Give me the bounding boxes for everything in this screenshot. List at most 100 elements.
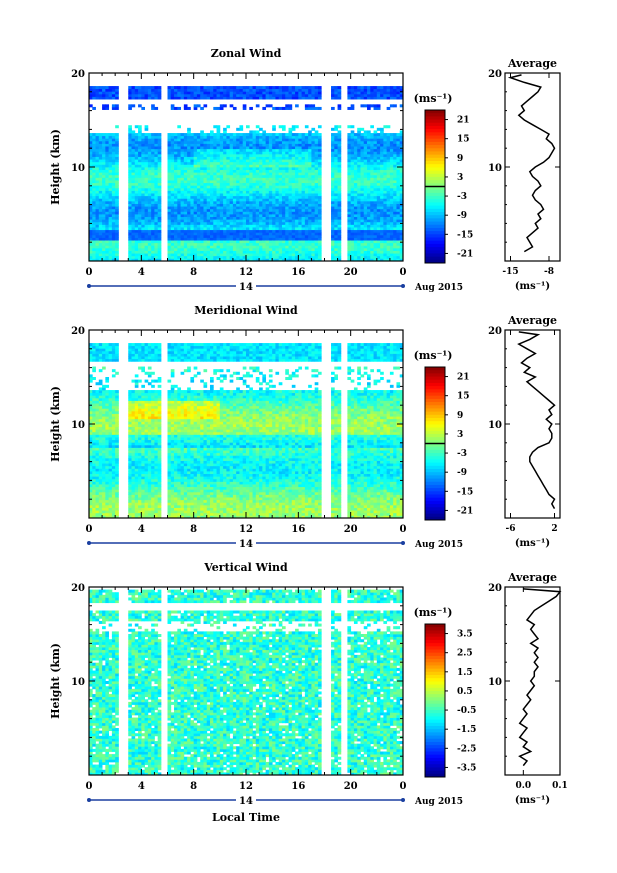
date-label-bg (236, 794, 256, 805)
profile-y-tick-label: 10 (488, 420, 502, 431)
profile-x-tick-label: -6 (506, 524, 516, 534)
x-tick-label: 0 (86, 267, 93, 278)
date-label-bg (236, 537, 256, 548)
y-tick-label: 10 (71, 677, 85, 688)
profile-line (507, 74, 556, 253)
panel-title: Zonal Wind (211, 47, 282, 60)
colorbar-tick-label: 21 (457, 116, 470, 126)
x-tick-label: 8 (190, 781, 197, 792)
panel-1: Meridional Wind 10 20 Height (km) 0 4 8 12 16 20 0… (49, 304, 561, 550)
colorbar-unit: (ms⁻¹) (414, 349, 453, 362)
profile-x-tick-label: 2 (551, 524, 557, 534)
y-tick-label: 10 (71, 163, 85, 174)
x-tick-label: 0 (86, 781, 93, 792)
colorbar-unit: (ms⁻¹) (414, 92, 453, 105)
date-day-label: 14 (239, 282, 253, 293)
colorbar-tick-label: 9 (457, 154, 463, 164)
x-tick-label: 20 (344, 781, 358, 792)
x-tick-label: 4 (138, 524, 145, 535)
profile-y-tick-label: 10 (488, 677, 502, 688)
x-tick-label: 16 (291, 524, 305, 535)
colorbar-tick-label: 21 (457, 373, 470, 383)
date-label-bg (236, 280, 256, 291)
colorbar-tick-label: -3.5 (457, 763, 476, 773)
heatmap (89, 589, 404, 776)
colorbar-tick-label: -0.5 (457, 706, 476, 716)
colorbar-tick-label: -3 (457, 449, 467, 459)
profile-title: Average (507, 314, 557, 327)
y-tick-label: 20 (71, 326, 85, 337)
colorbar (425, 624, 445, 778)
colorbar-frame (424, 623, 446, 778)
profile-x-tick-label: -15 (502, 267, 518, 277)
colorbar-tick-label: 9 (457, 411, 463, 421)
x-tick-label: 8 (190, 267, 197, 278)
date-month-year-label: Aug 2015 (414, 540, 463, 550)
date-axis-start-marker (87, 798, 91, 802)
profile-title: Average (507, 57, 557, 70)
y-axis-label: Height (km) (49, 386, 62, 462)
profile-y-tick-label: 20 (488, 69, 502, 80)
colorbar-tick-label: 0.5 (457, 687, 473, 697)
colorbar (425, 367, 445, 521)
profile-line (517, 331, 556, 509)
x-tick-label: 0 (400, 267, 407, 278)
heatmap (89, 86, 404, 262)
colorbar-tick-label: -1.5 (457, 725, 476, 735)
colorbar-tick-label: 3.5 (457, 630, 473, 640)
colorbar-tick-label: -15 (457, 487, 473, 497)
y-axis-label: Height (km) (49, 129, 62, 205)
panel-title: Vertical Wind (203, 561, 288, 574)
colorbar-tick-label: 2.5 (457, 649, 473, 659)
colorbar-tick-label: -15 (457, 230, 473, 240)
date-axis-start-marker (87, 284, 91, 288)
x-tick-label: 0 (400, 524, 407, 535)
colorbar-tick-label: -21 (457, 249, 473, 259)
colorbar-tick-label: 15 (457, 392, 470, 402)
colorbar-tick-label: 15 (457, 135, 470, 145)
date-day-label: 14 (239, 539, 253, 550)
date-axis-end-marker (401, 798, 405, 802)
x-tick-label: 12 (239, 524, 253, 535)
profile-y-tick-label: 20 (488, 583, 502, 594)
profile-x-tick-label: 0.0 (515, 781, 531, 791)
panel-0: Zonal Wind 10 20 Height (km) 0 4 8 12 16 20 0 14 Aug… (49, 47, 561, 293)
colorbar (425, 110, 445, 264)
x-axis-label: Local Time (212, 811, 280, 824)
colorbar-tick-label: 3 (457, 173, 463, 183)
y-tick-label: 20 (71, 583, 85, 594)
profile-y-tick-label: 10 (488, 163, 502, 174)
y-tick-label: 10 (71, 420, 85, 431)
x-tick-label: 20 (344, 524, 358, 535)
y-axis-label: Height (km) (49, 643, 62, 719)
date-day-label: 14 (239, 796, 253, 807)
y-tick-label: 20 (71, 69, 85, 80)
x-tick-label: 8 (190, 524, 197, 535)
x-tick-label: 16 (291, 781, 305, 792)
x-tick-label: 4 (138, 781, 145, 792)
profile-y-tick-label: 20 (488, 326, 502, 337)
profile-x-label: (ms⁻¹) (515, 795, 550, 806)
colorbar-tick-label: -2.5 (457, 744, 476, 754)
x-tick-label: 12 (239, 267, 253, 278)
colorbar-tick-label: -9 (457, 211, 467, 221)
profile-x-tick-label: 0.1 (552, 781, 568, 791)
x-tick-label: 16 (291, 267, 305, 278)
profile-x-label: (ms⁻¹) (515, 281, 550, 292)
date-month-year-label: Aug 2015 (414, 283, 463, 293)
profile-frame (504, 586, 561, 776)
x-tick-label: 4 (138, 267, 145, 278)
x-tick-label: 20 (344, 267, 358, 278)
profile-line (518, 588, 562, 767)
x-tick-label: 0 (400, 781, 407, 792)
profile-x-tick-label: -8 (544, 267, 554, 277)
colorbar-tick-label: -21 (457, 506, 473, 516)
colorbar-unit: (ms⁻¹) (414, 606, 453, 619)
date-month-year-label: Aug 2015 (414, 797, 463, 807)
date-axis-end-marker (401, 541, 405, 545)
x-tick-label: 0 (86, 524, 93, 535)
colorbar-tick-label: -3 (457, 192, 467, 202)
colorbar-tick-label: 3 (457, 430, 463, 440)
heatmap (89, 343, 404, 519)
